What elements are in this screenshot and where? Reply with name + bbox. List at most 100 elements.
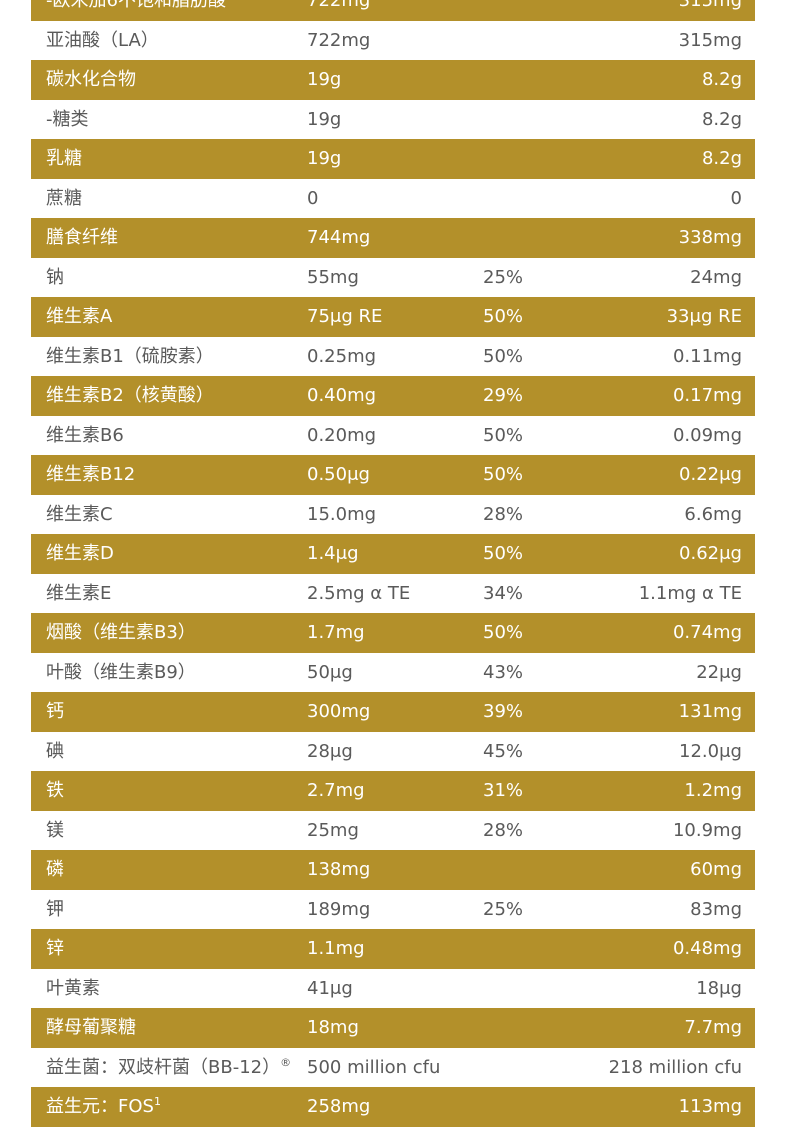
per-serving-value: 0.09mg bbox=[672, 424, 742, 446]
nutrient-name: 维生素E bbox=[46, 582, 112, 604]
table-row: 铁 2.7mg 31% 1.2mg bbox=[31, 771, 755, 811]
per-100g-value: 75μg RE bbox=[307, 306, 383, 327]
per-serving-value: 0.62μg bbox=[679, 543, 742, 564]
table-row: 膳食纤维 744mg 338mg bbox=[31, 218, 755, 258]
nutrient-name: 益生菌：双歧杆菌（BB-12） bbox=[46, 1056, 281, 1078]
per-100g-value: 19g bbox=[307, 148, 342, 169]
nutrient-name-cell: 叶黄素 bbox=[46, 969, 100, 1009]
nutrient-name-cell: 维生素B12 bbox=[46, 455, 135, 495]
per-100g-value: 50μg bbox=[307, 661, 353, 683]
per-serving-value: 24mg bbox=[690, 266, 742, 288]
per-100g-value: 18mg bbox=[307, 1017, 359, 1038]
table-row: 维生素B12 0.50μg 50% 0.22μg bbox=[31, 455, 755, 495]
nrv-percent: 43% bbox=[483, 661, 524, 683]
footnote-mark: ® bbox=[280, 1055, 292, 1069]
nutrient-name: 碳水化合物 bbox=[46, 69, 136, 90]
nutrient-name: 碘 bbox=[46, 740, 64, 762]
table-row: 亚油酸（LA） 722mg 315mg bbox=[31, 21, 755, 61]
table-row: 镁 25mg 28% 10.9mg bbox=[31, 811, 755, 851]
per-100g-value: 138mg bbox=[307, 859, 371, 880]
per-serving-value: 0.48mg bbox=[672, 938, 742, 959]
per-serving-value: 8.2g bbox=[701, 148, 742, 169]
table-row: 锌 1.1mg 0.48mg bbox=[31, 929, 755, 969]
table-row: 钾 189mg 25% 83mg bbox=[31, 890, 755, 930]
per-serving-value: 0.22μg bbox=[679, 464, 742, 485]
nutrient-name: 维生素B6 bbox=[46, 424, 124, 446]
per-100g-value: 28μg bbox=[307, 740, 353, 762]
per-serving-value: 113mg bbox=[678, 1096, 742, 1117]
per-100g-value: 19g bbox=[307, 108, 342, 130]
per-serving-value: 83mg bbox=[690, 898, 742, 920]
nrv-percent: 39% bbox=[483, 701, 524, 722]
nutrient-name: 钾 bbox=[46, 898, 64, 920]
nutrient-name-cell: 乳糖 bbox=[46, 139, 82, 179]
nutrient-name-cell: 碳水化合物 bbox=[46, 60, 136, 100]
nutrient-name: 乳糖 bbox=[46, 148, 82, 169]
nutrient-name-cell: 钾 bbox=[46, 890, 64, 930]
per-100g-value: 15.0mg bbox=[307, 503, 377, 525]
nutrient-name-cell: 益生元：FOS1 bbox=[46, 1087, 161, 1127]
nutrient-name-cell: 蔗糖 bbox=[46, 179, 82, 219]
nrv-percent: 25% bbox=[483, 898, 524, 920]
per-serving-value: 0 bbox=[730, 187, 742, 209]
nutrient-name: 膳食纤维 bbox=[46, 227, 118, 248]
nutrient-name: 叶黄素 bbox=[46, 977, 100, 999]
per-serving-value: 10.9mg bbox=[672, 819, 742, 841]
nutrient-name: 镁 bbox=[46, 819, 64, 841]
nutrient-name-cell: 膳食纤维 bbox=[46, 218, 118, 258]
nutrient-name-cell: 磷 bbox=[46, 850, 64, 890]
per-serving-value: 8.2g bbox=[701, 69, 742, 90]
nrv-percent: 50% bbox=[483, 464, 524, 485]
nutrient-name-cell: 维生素D bbox=[46, 534, 114, 574]
nrv-percent: 34% bbox=[483, 582, 524, 604]
per-100g-value: 0.40mg bbox=[307, 385, 377, 406]
table-row: 钠 55mg 25% 24mg bbox=[31, 258, 755, 298]
table-row: 蔗糖 0 0 bbox=[31, 179, 755, 219]
nrv-percent: 29% bbox=[483, 385, 524, 406]
per-serving-value: 0.11mg bbox=[672, 345, 742, 367]
table-row: 维生素B2（核黄酸） 0.40mg 29% 0.17mg bbox=[31, 376, 755, 416]
nrv-percent: 50% bbox=[483, 424, 524, 446]
nutrient-name-cell: 维生素B6 bbox=[46, 416, 124, 456]
table-row: 维生素C 15.0mg 28% 6.6mg bbox=[31, 495, 755, 535]
per-serving-value: 6.6mg bbox=[684, 503, 742, 525]
nrv-percent: 50% bbox=[483, 543, 524, 564]
per-100g-value: 0.20mg bbox=[307, 424, 377, 446]
table-row: 乳糖 19g 8.2g bbox=[31, 139, 755, 179]
per-serving-value: 0.74mg bbox=[672, 622, 742, 643]
nutrient-name: 维生素A bbox=[46, 306, 113, 327]
nutrient-name-cell: 叶酸（维生素B9） bbox=[46, 653, 196, 693]
nrv-percent: 45% bbox=[483, 740, 524, 762]
per-serving-value: 8.2g bbox=[701, 108, 742, 130]
per-serving-value: 338mg bbox=[678, 227, 742, 248]
table-row: 钙 300mg 39% 131mg bbox=[31, 692, 755, 732]
nutrient-name: 维生素C bbox=[46, 503, 113, 525]
nutrient-name-cell: 维生素A bbox=[46, 297, 112, 337]
nutrient-name: 维生素B1（硫胺素） bbox=[46, 345, 214, 367]
nutrient-name: 维生素B2（核黄酸） bbox=[46, 385, 214, 406]
nutrient-name-cell: 钙 bbox=[46, 692, 64, 732]
nutrient-name-cell: 钠 bbox=[46, 258, 64, 298]
per-100g-value: 722mg bbox=[307, 0, 371, 11]
nutrient-name-cell: 维生素B2（核黄酸） bbox=[46, 376, 214, 416]
table-row: 叶酸（维生素B9） 50μg 43% 22μg bbox=[31, 653, 755, 693]
per-100g-value: 500 million cfu bbox=[307, 1056, 441, 1078]
per-100g-value: 0 bbox=[307, 187, 319, 209]
nutrient-name-cell: 亚油酸（LA） bbox=[46, 21, 159, 61]
per-100g-value: 744mg bbox=[307, 227, 371, 248]
per-100g-value: 1.4μg bbox=[307, 543, 359, 564]
nrv-percent: 50% bbox=[483, 306, 524, 327]
per-100g-value: 25mg bbox=[307, 819, 359, 841]
nrv-percent: 25% bbox=[483, 266, 524, 288]
nutrient-name: -糖类 bbox=[46, 108, 89, 130]
per-100g-value: 189mg bbox=[307, 898, 371, 920]
per-100g-value: 258mg bbox=[307, 1096, 371, 1117]
per-100g-value: 41μg bbox=[307, 977, 353, 999]
per-serving-value: 131mg bbox=[678, 701, 742, 722]
nutrient-name-cell: -糖类 bbox=[46, 100, 89, 140]
per-100g-value: 2.7mg bbox=[307, 780, 365, 801]
nutrient-name: -欧米加6不饱和脂肪酸 bbox=[46, 0, 226, 11]
nrv-percent: 50% bbox=[483, 345, 524, 367]
table-row: 磷 138mg 60mg bbox=[31, 850, 755, 890]
per-serving-value: 315mg bbox=[678, 0, 742, 11]
